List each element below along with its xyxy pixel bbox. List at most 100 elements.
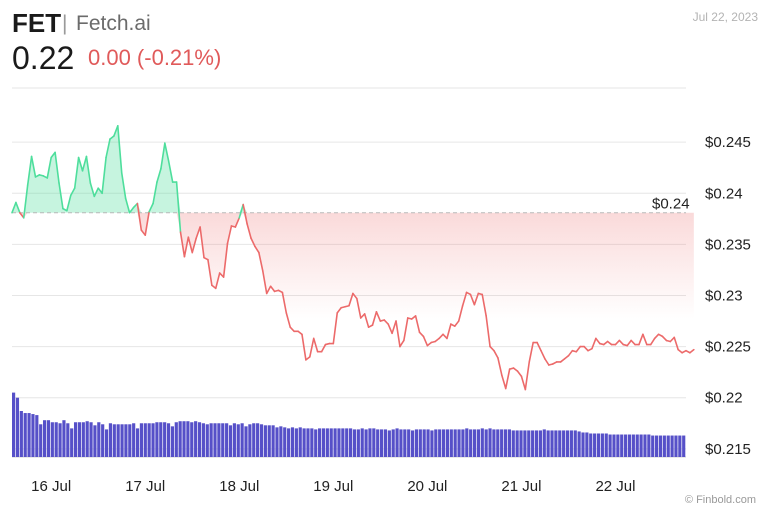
volume-bar: [294, 428, 298, 457]
price-line-segment: [191, 237, 197, 254]
volume-bar: [534, 430, 539, 457]
price-line-segment: [175, 181, 182, 233]
volume-bar: [620, 434, 624, 457]
volume-bar: [670, 435, 674, 457]
price-line-segment: [258, 251, 264, 272]
price-line-segment: [66, 194, 72, 212]
price-line-segment: [442, 333, 448, 340]
price-line-segment: [642, 333, 648, 346]
price-line-segment: [540, 349, 546, 360]
volume-bar: [124, 424, 128, 457]
x-tick-label: 16 Jul: [31, 478, 71, 495]
volume-bar: [46, 420, 51, 457]
volume-bar: [658, 435, 663, 457]
volume-bar: [252, 423, 256, 457]
volume-bar: [275, 427, 279, 457]
volume-bar: [120, 424, 124, 457]
header-separator: |: [62, 12, 68, 35]
y-tick-label: $0.225: [705, 339, 751, 356]
volume-bar: [81, 422, 85, 457]
volume-bar: [418, 429, 422, 457]
volume-bar: [151, 423, 155, 457]
price-line-segment: [383, 319, 389, 325]
y-tick-label: $0.235: [705, 236, 751, 253]
volume-bar: [232, 423, 236, 457]
volume-bar: [50, 422, 54, 457]
volume-bar: [116, 424, 120, 457]
volume-bar: [244, 426, 248, 457]
volume-bar: [329, 428, 333, 457]
price-line-segment: [591, 337, 597, 350]
price-line-segment: [567, 349, 574, 357]
price-line-segment: [638, 333, 644, 346]
volume-bar: [283, 427, 287, 457]
price-line-segment: [242, 203, 248, 225]
volume-bar: [403, 429, 407, 457]
price-line-segment: [254, 245, 260, 254]
volume-bar: [101, 424, 105, 457]
price-line-segment: [22, 184, 29, 219]
volume-bar: [221, 423, 225, 457]
volume-bar: [461, 429, 465, 457]
volume-bar: [267, 425, 271, 457]
x-tick-label: 18 Jul: [219, 478, 259, 495]
volume-bar: [287, 428, 291, 457]
volume-bar: [337, 428, 341, 457]
price-line-segment: [485, 315, 491, 348]
volume-bar: [190, 422, 194, 457]
price-line-segment: [516, 370, 523, 378]
volume-bar: [639, 434, 643, 457]
price-line-segment: [160, 142, 166, 170]
volume-bar: [341, 428, 345, 457]
volume-bar: [345, 428, 349, 457]
volume-bar: [155, 422, 159, 457]
volume-bar: [236, 424, 240, 457]
price-line-segment: [418, 331, 425, 338]
volume-bar: [476, 429, 481, 457]
price-line-segment: [85, 155, 92, 184]
finbold-credit: © Finbold.com: [684, 494, 756, 506]
price-line-segment: [352, 292, 358, 300]
volume-bar: [108, 423, 113, 457]
y-tick-label: $0.23: [705, 287, 743, 304]
volume-bar: [147, 423, 151, 457]
volume-bar: [360, 428, 364, 457]
price-line-segment: [606, 340, 613, 346]
volume-bar: [554, 430, 558, 457]
volume-bar: [298, 427, 302, 457]
price-line-segment: [105, 138, 111, 159]
volume-bar: [608, 434, 612, 457]
volume-bar: [438, 429, 442, 457]
price-line-segment: [46, 156, 52, 179]
volume-bar: [546, 430, 550, 457]
asset-name: Fetch.ai: [76, 12, 151, 35]
price-line-segment: [473, 292, 480, 306]
volume-bar: [662, 435, 666, 457]
volume-bar: [205, 424, 209, 457]
price-line-segment: [109, 135, 115, 140]
x-tick-label: 19 Jul: [313, 478, 353, 495]
volume-bar: [395, 428, 399, 457]
x-tick-label: 22 Jul: [595, 478, 635, 495]
volume-bar: [647, 434, 651, 457]
volume-bar: [604, 433, 608, 457]
price-line-segment: [524, 361, 531, 391]
volume-bar: [441, 429, 446, 457]
price-line-segment: [438, 333, 444, 340]
price-line-segment: [359, 313, 366, 319]
price-line-segment: [653, 333, 660, 340]
volume-bar: [364, 429, 368, 457]
volume-bar: [631, 434, 635, 457]
price-line-segment: [234, 217, 241, 228]
price-line-segment: [124, 197, 131, 214]
price-line-segment: [120, 172, 127, 200]
price-line-segment: [575, 345, 581, 353]
volume-bar: [453, 429, 457, 457]
chart-date: Jul 22, 2023: [692, 10, 758, 24]
y-tick-label: $0.245: [705, 134, 751, 151]
price-line-segment: [544, 358, 550, 366]
ticker-symbol: FET: [12, 8, 62, 38]
price-line-segment: [285, 312, 292, 328]
volume-bar: [15, 397, 20, 457]
